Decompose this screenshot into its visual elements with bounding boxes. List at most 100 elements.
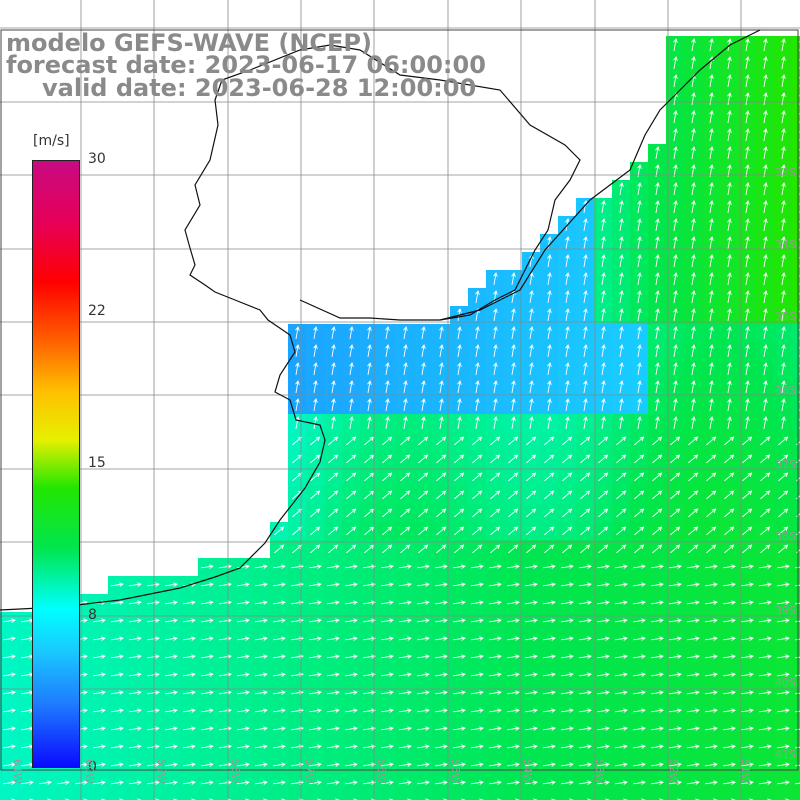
- wind-arrow: [65, 798, 70, 800]
- wind-arrow: [364, 472, 375, 482]
- wind-arrow: [706, 454, 717, 464]
- wind-arrow: [637, 362, 642, 375]
- wind-arrow: [308, 672, 322, 677]
- lon-label: 59W: [155, 759, 168, 784]
- wind-arrow: [416, 690, 430, 695]
- wind-arrow: [254, 654, 268, 659]
- wind-arrow: [470, 600, 484, 605]
- wind-arrow: [200, 690, 214, 695]
- wind-arrow: [349, 380, 354, 393]
- wind-arrow: [529, 290, 534, 303]
- wind-arrow: [560, 582, 574, 587]
- wind-arrow: [709, 416, 714, 429]
- wind-arrow: [218, 582, 232, 587]
- wind-arrow: [704, 762, 718, 767]
- wind-cell: [792, 234, 800, 252]
- wind-arrow: [364, 526, 375, 536]
- wind-arrow: [560, 636, 574, 641]
- wind-arrow: [670, 526, 681, 536]
- wind-arrow: [254, 708, 268, 713]
- wind-arrow: [758, 780, 772, 785]
- wind-arrow: [416, 618, 430, 623]
- wind-arrow: [598, 454, 609, 464]
- wind-arrow: [382, 436, 393, 446]
- wind-arrow: [583, 326, 588, 339]
- wind-cell: [108, 792, 126, 800]
- wind-arrow: [544, 454, 555, 464]
- wind-arrow: [794, 584, 800, 587]
- wind-arrow: [706, 436, 717, 446]
- wind-arrow: [794, 656, 800, 659]
- wind-arrow: [686, 600, 700, 605]
- wind-arrow: [776, 654, 790, 659]
- wind-arrow: [655, 218, 660, 231]
- wind-arrow: [616, 526, 627, 536]
- wind-arrow: [403, 380, 408, 393]
- wind-arrow: [781, 236, 786, 249]
- wind-arrow: [565, 344, 570, 357]
- wind-arrow: [637, 344, 642, 357]
- wind-arrow: [763, 326, 768, 339]
- wind-arrow: [562, 490, 573, 500]
- wind-cell: [792, 684, 800, 702]
- wind-cell: [324, 792, 342, 800]
- wind-arrow: [254, 672, 268, 677]
- wind-arrow: [524, 564, 538, 569]
- wind-arrow: [704, 600, 718, 605]
- wind-arrow: [745, 362, 750, 375]
- wind-arrow: [709, 254, 714, 267]
- wind-arrow: [704, 636, 718, 641]
- wind-arrow: [403, 326, 408, 339]
- wind-arrow: [454, 436, 465, 446]
- wind-arrow: [565, 380, 570, 393]
- wind-arrow: [308, 582, 322, 587]
- wind-arrow: [686, 672, 700, 677]
- wind-arrow: [475, 326, 480, 339]
- wind-arrow: [758, 618, 772, 623]
- wind-arrow: [673, 110, 678, 123]
- wind-arrow: [529, 380, 534, 393]
- wind-arrow: [706, 526, 717, 536]
- wind-arrow: [263, 798, 268, 800]
- wind-arrow: [529, 326, 534, 339]
- wind-arrow: [670, 454, 681, 464]
- wind-arrow: [778, 454, 789, 464]
- colorbar-label-8: 8: [88, 607, 97, 623]
- wind-arrow: [254, 600, 268, 605]
- wind-arrow: [529, 272, 534, 285]
- wind-arrow: [652, 490, 663, 500]
- wind-arrow: [668, 582, 682, 587]
- wind-arrow: [182, 636, 196, 641]
- wind-arrow: [673, 362, 678, 375]
- wind-arrow: [110, 690, 124, 695]
- wind-arrow: [200, 600, 214, 605]
- wind-arrow: [794, 602, 800, 605]
- wind-arrow: [673, 146, 678, 159]
- wind-cell: [36, 792, 54, 800]
- wind-arrow: [709, 182, 714, 195]
- wind-arrow: [709, 344, 714, 357]
- wind-arrow: [616, 508, 627, 518]
- wind-arrow: [655, 236, 660, 249]
- wind-arrow: [182, 744, 196, 749]
- wind-arrow: [785, 798, 790, 800]
- wind-arrow: [526, 526, 537, 536]
- wind-arrow: [632, 708, 646, 713]
- wind-arrow: [254, 564, 268, 569]
- wind-arrow: [596, 690, 610, 695]
- wind-arrow: [493, 380, 498, 393]
- wind-arrow: [398, 564, 412, 569]
- wind-arrow: [668, 690, 682, 695]
- wind-cell: [792, 450, 800, 468]
- wind-arrow: [488, 672, 502, 677]
- wind-arrow: [472, 454, 483, 464]
- wind-arrow: [331, 362, 336, 375]
- wind-arrow: [578, 582, 592, 587]
- wind-arrow: [794, 746, 800, 749]
- wind-arrow: [760, 472, 771, 482]
- wind-arrow: [524, 744, 538, 749]
- wind-arrow: [137, 798, 142, 800]
- wind-arrow: [691, 56, 696, 69]
- wind-arrow: [380, 672, 394, 677]
